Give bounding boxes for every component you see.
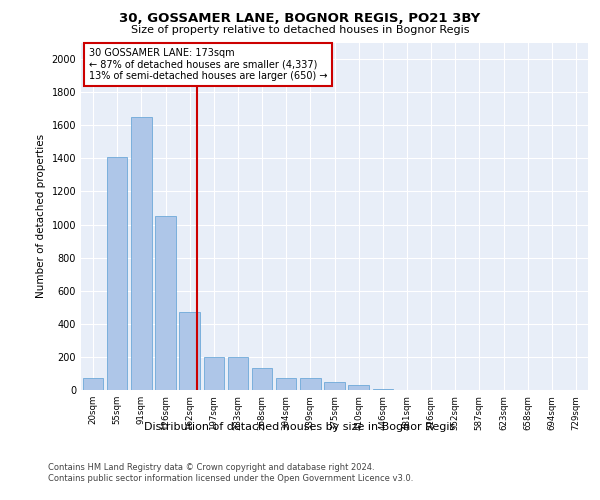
Bar xyxy=(373,388,393,390)
Bar xyxy=(227,357,248,390)
Text: Contains HM Land Registry data © Crown copyright and database right 2024.: Contains HM Land Registry data © Crown c… xyxy=(48,462,374,471)
Text: Contains public sector information licensed under the Open Government Licence v3: Contains public sector information licen… xyxy=(48,474,413,483)
Bar xyxy=(107,156,127,390)
Bar xyxy=(83,378,103,390)
Bar xyxy=(349,385,369,390)
Bar xyxy=(324,382,345,390)
Bar xyxy=(252,368,272,390)
Text: 30, GOSSAMER LANE, BOGNOR REGIS, PO21 3BY: 30, GOSSAMER LANE, BOGNOR REGIS, PO21 3B… xyxy=(119,12,481,26)
Bar xyxy=(155,216,176,390)
Bar xyxy=(203,357,224,390)
Text: Size of property relative to detached houses in Bognor Regis: Size of property relative to detached ho… xyxy=(131,25,469,35)
Bar xyxy=(300,378,320,390)
Y-axis label: Number of detached properties: Number of detached properties xyxy=(36,134,46,298)
Text: 30 GOSSAMER LANE: 173sqm
← 87% of detached houses are smaller (4,337)
13% of sem: 30 GOSSAMER LANE: 173sqm ← 87% of detach… xyxy=(89,48,327,81)
Bar xyxy=(179,312,200,390)
Bar xyxy=(276,378,296,390)
Text: Distribution of detached houses by size in Bognor Regis: Distribution of detached houses by size … xyxy=(145,422,455,432)
Bar xyxy=(131,117,152,390)
